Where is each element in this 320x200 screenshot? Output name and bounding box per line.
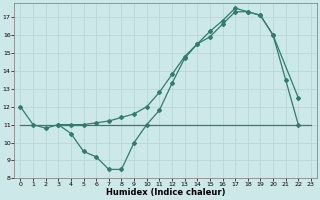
X-axis label: Humidex (Indice chaleur): Humidex (Indice chaleur) [106,188,225,197]
